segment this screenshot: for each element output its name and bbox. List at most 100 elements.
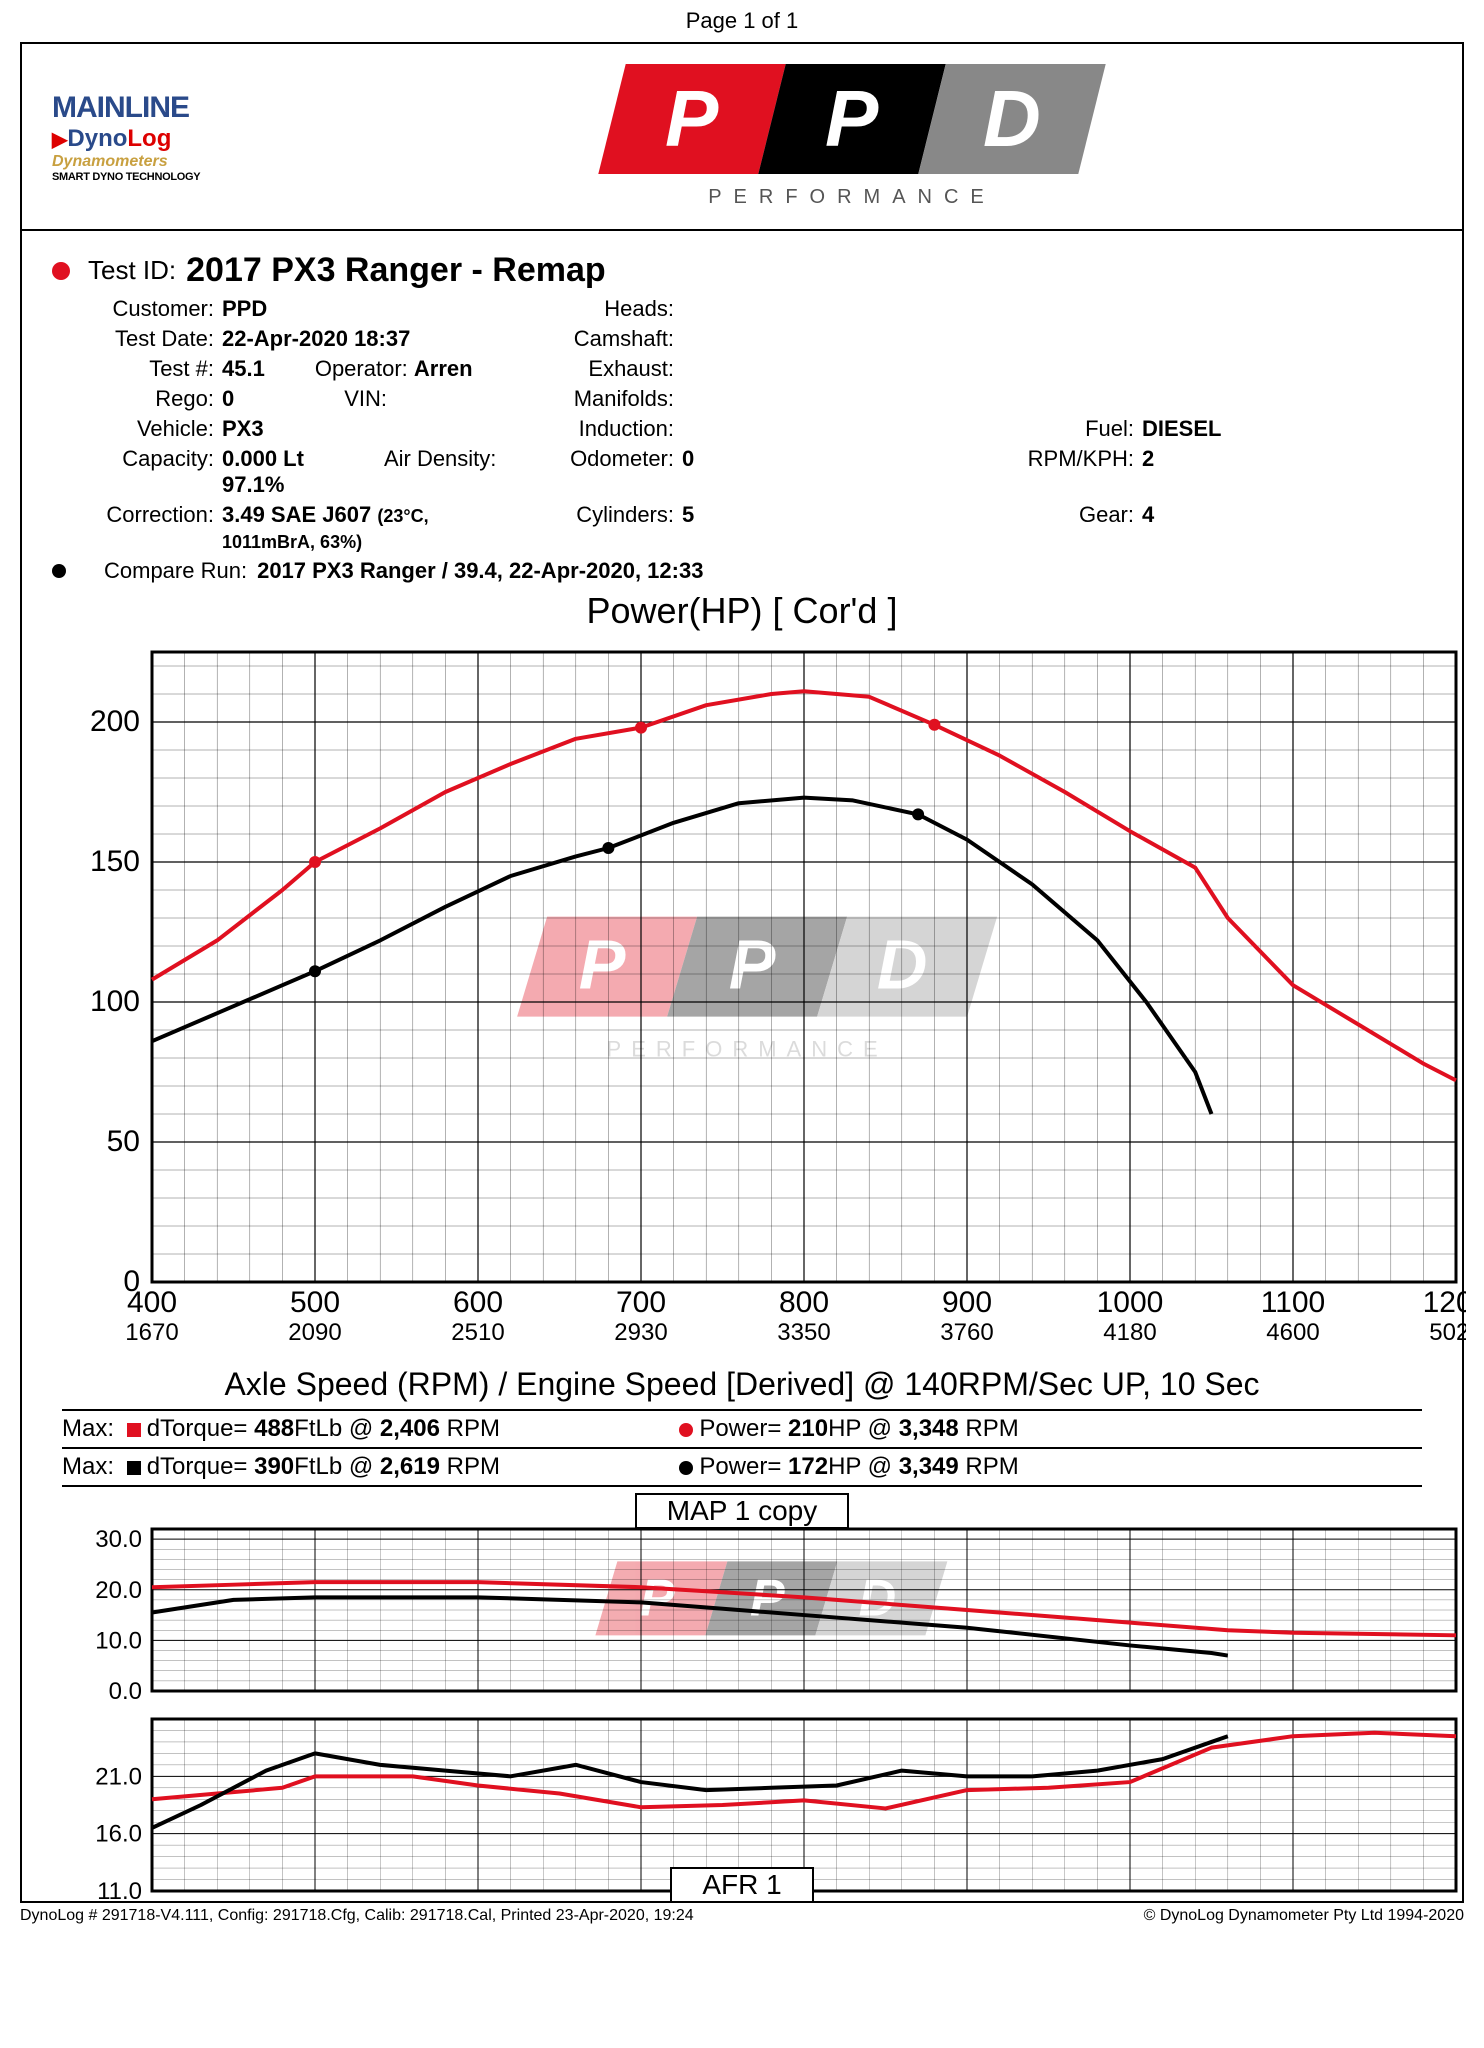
mainline-text: MAINLINE	[52, 91, 272, 125]
dynolog-icon: ▶	[52, 129, 67, 151]
exhaust-label: Exhaust:	[512, 356, 682, 382]
svg-text:1200: 1200	[1423, 1286, 1466, 1319]
svg-text:21.0: 21.0	[95, 1763, 142, 1790]
correction-value: 3.49 SAE J607 (23°C, 1011mBrA, 63%)	[222, 502, 512, 554]
svg-text:500: 500	[290, 1286, 340, 1319]
svg-text:D: D	[877, 926, 928, 1004]
svg-text:20.0: 20.0	[95, 1577, 142, 1604]
svg-text:P: P	[579, 926, 626, 1004]
rpm-kph-label: RPM/KPH:	[972, 446, 1142, 498]
heads-value	[682, 296, 972, 322]
ppd-p1: P	[598, 64, 785, 174]
odometer-label: Odometer:	[512, 446, 682, 498]
svg-text:30.0: 30.0	[95, 1526, 142, 1553]
customer-label: Customer:	[52, 296, 222, 322]
sub-chart-1: PPD0.010.020.030.0	[22, 1511, 1462, 1701]
induction-label: Induction:	[512, 416, 682, 442]
x-axis-label: Axle Speed (RPM) / Engine Speed [Derived…	[62, 1366, 1422, 1403]
black-bullet-icon	[52, 564, 66, 578]
manifolds-value	[682, 386, 972, 412]
chart-title: Power(HP) [ Cor'd ]	[52, 590, 1432, 632]
svg-text:700: 700	[616, 1286, 666, 1319]
red-bullet-icon	[52, 262, 70, 280]
page-number: Page 1 of 1	[0, 0, 1484, 42]
rego-label: Rego:	[52, 386, 222, 412]
test-num-label: Test #:	[52, 356, 222, 382]
svg-text:1100: 1100	[1261, 1286, 1326, 1319]
test-num-value: 45.1Operator: Arren	[222, 356, 512, 382]
red-square-icon	[127, 1423, 141, 1437]
mainline-logo: MAINLINE ▶DynoLog Dynamometers SMART DYN…	[52, 91, 272, 183]
footer-right: © DynoLog Dynamometer Pty Ltd 1994-2020	[1144, 1907, 1464, 1925]
rego-value: 0VIN:	[222, 386, 512, 412]
tagline-text: SMART DYNO TECHNOLOGY	[52, 171, 272, 183]
svg-text:200: 200	[90, 705, 140, 738]
correction-label: Correction:	[52, 502, 222, 554]
svg-text:P: P	[729, 926, 776, 1004]
svg-text:4180: 4180	[1103, 1319, 1156, 1346]
max-row-red: Max: dTorque= 488FtLb @ 2,406 RPM Power=…	[62, 1409, 1422, 1449]
info-section: Test ID: 2017 PX3 Ranger - Remap Custome…	[22, 231, 1462, 642]
compare-label: Compare Run:	[104, 558, 247, 584]
induction-value	[682, 416, 972, 442]
svg-text:3760: 3760	[940, 1319, 993, 1346]
odometer-value: 0	[682, 446, 972, 498]
gear-value: 4	[1142, 502, 1432, 554]
max-section: Max: dTorque= 488FtLb @ 2,406 RPM Power=…	[22, 1403, 1462, 1493]
main-chart: PPDPERFORMANCE05010015020040016705002090…	[22, 642, 1462, 1403]
heads-label: Heads:	[512, 296, 682, 322]
red-circle-icon	[679, 1423, 693, 1437]
ppd-d: D	[918, 64, 1105, 174]
black-circle-icon	[679, 1461, 693, 1475]
test-id: 2017 PX3 Ranger - Remap	[186, 251, 606, 290]
ppd-performance: PERFORMANCE	[272, 186, 1432, 209]
svg-text:2090: 2090	[288, 1319, 341, 1346]
customer-value: PPD	[222, 296, 512, 322]
svg-text:2510: 2510	[451, 1319, 504, 1346]
test-id-label: Test ID:	[88, 255, 176, 286]
svg-text:P: P	[750, 1569, 785, 1627]
sub1-title: MAP 1 copy	[635, 1493, 849, 1529]
ppd-p2: P	[758, 64, 945, 174]
svg-text:150: 150	[90, 845, 140, 878]
fuel-label: Fuel:	[972, 416, 1142, 442]
header: MAINLINE ▶DynoLog Dynamometers SMART DYN…	[22, 44, 1462, 231]
vehicle-value: PX3	[222, 416, 512, 442]
cylinders-label: Cylinders:	[512, 502, 682, 554]
svg-text:16.0: 16.0	[95, 1821, 142, 1848]
cylinders-value: 5	[682, 502, 972, 554]
dynolog-text: ▶DynoLog	[52, 125, 272, 153]
svg-text:P: P	[640, 1569, 675, 1627]
svg-text:50: 50	[107, 1125, 140, 1158]
svg-text:0.0: 0.0	[109, 1678, 142, 1701]
footer-left: DynoLog # 291718-V4.111, Config: 291718.…	[20, 1907, 694, 1925]
capacity-label: Capacity:	[52, 446, 222, 498]
max-row-black: Max: dTorque= 390FtLb @ 2,619 RPM Power=…	[62, 1449, 1422, 1487]
svg-text:600: 600	[453, 1286, 503, 1319]
footer: DynoLog # 291718-V4.111, Config: 291718.…	[0, 1903, 1484, 1929]
svg-text:1000: 1000	[1097, 1286, 1164, 1319]
manifolds-label: Manifolds:	[512, 386, 682, 412]
sub-chart-2: 11.016.021.0 AFR 1	[22, 1701, 1462, 1901]
svg-text:4600: 4600	[1266, 1319, 1319, 1346]
test-date-label: Test Date:	[52, 326, 222, 352]
vehicle-label: Vehicle:	[52, 416, 222, 442]
fuel-value: DIESEL	[1142, 416, 1432, 442]
svg-text:100: 100	[90, 985, 140, 1018]
capacity-value: 0.000 LtAir Density: 97.1%	[222, 446, 512, 498]
svg-text:400: 400	[127, 1286, 177, 1319]
compare-value: 2017 PX3 Ranger / 39.4, 22-Apr-2020, 12:…	[257, 558, 703, 584]
black-square-icon	[127, 1461, 141, 1475]
svg-text:900: 900	[942, 1286, 992, 1319]
gear-label: Gear:	[972, 502, 1142, 554]
test-date-value: 22-Apr-2020 18:37	[222, 326, 512, 352]
camshaft-value	[682, 326, 972, 352]
rpm-kph-value: 2	[1142, 446, 1432, 498]
svg-text:800: 800	[779, 1286, 829, 1319]
sub2-title: AFR 1	[670, 1867, 813, 1903]
camshaft-label: Camshaft:	[512, 326, 682, 352]
svg-text:3350: 3350	[777, 1319, 830, 1346]
svg-text:1670: 1670	[125, 1319, 178, 1346]
svg-text:2930: 2930	[614, 1319, 667, 1346]
dynamometers-text: Dynamometers	[52, 153, 272, 171]
